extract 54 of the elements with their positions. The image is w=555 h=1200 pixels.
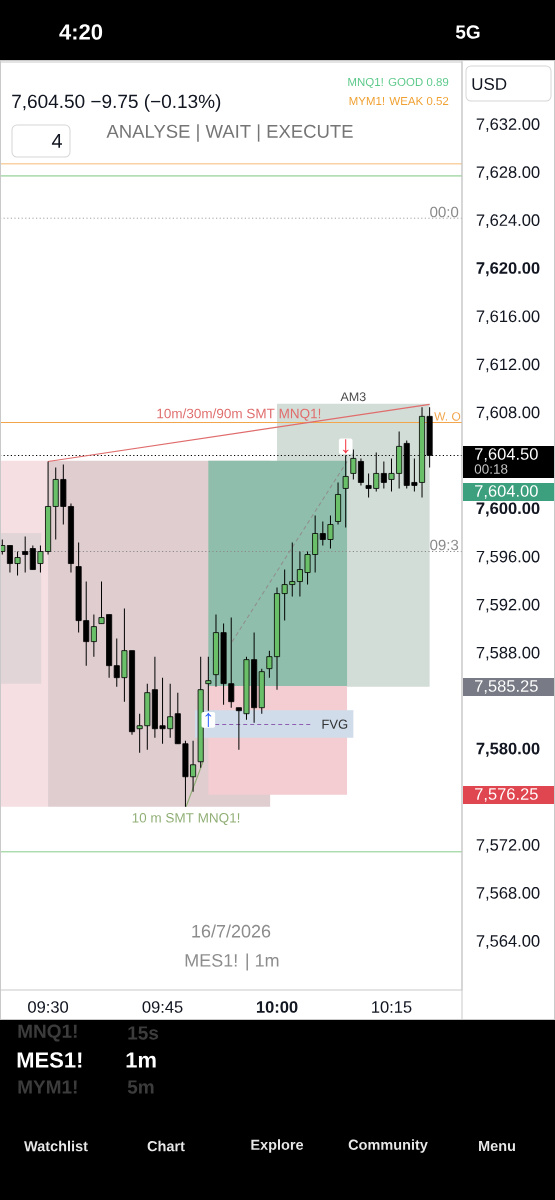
text: Watchlist [24, 1140, 88, 1152]
annotation: 09:3 [430, 539, 459, 551]
y-tick-label: 7,592.00 [476, 598, 540, 613]
series-label: FVG [322, 719, 348, 729]
text: 5m [127, 1080, 154, 1094]
y-tick-label: 7,620.00 [476, 262, 540, 277]
y-tick-label: 7,588.00 [476, 646, 540, 661]
text: 4:20 [59, 24, 103, 40]
text: Menu [479, 1140, 515, 1152]
series-label: 10 m SMT MNQ1! [132, 813, 240, 825]
y-tick-label: 7,596.00 [476, 550, 540, 565]
annotation: MNQ1! GOOD 0.89 [348, 77, 449, 89]
text: 00:18 [474, 464, 508, 474]
y-tick-label: 7,564.00 [476, 935, 540, 949]
annotation: MES1! | 1m [185, 953, 279, 971]
annotation: ↓ [342, 439, 349, 454]
text: 5G [455, 25, 480, 39]
y-tick-label: 7,580.00 [476, 742, 540, 757]
series-label: AM3 [340, 392, 366, 402]
y-tick-label: 7,608.00 [476, 406, 540, 421]
annotation: 00:0 [430, 206, 459, 218]
text: Community [348, 1139, 428, 1153]
text: MYM1! [18, 1080, 77, 1094]
text: MNQ1! [18, 1024, 77, 1042]
y-tick-label: 7,632.00 [476, 118, 540, 132]
ref-line-label: W. O [434, 412, 461, 421]
y-tick-label: 7,616.00 [476, 310, 540, 325]
annotation: 7,604.50 −9.75 (−0.13%) [12, 94, 221, 112]
x-tick-label: 10:00 [256, 1001, 298, 1013]
y-tick-label: 7,572.00 [476, 839, 540, 853]
text: Explore [251, 1139, 304, 1153]
text: Chart [147, 1140, 185, 1152]
x-tick-label: 10:15 [372, 1001, 412, 1013]
text: 1m [126, 1052, 156, 1068]
series-label: 10m/30m/90m SMT MNQ1! [157, 408, 321, 421]
y-tick-label: 7,568.00 [476, 887, 540, 901]
text: 7,604.50 [475, 448, 538, 462]
text: MES1! [17, 1052, 82, 1068]
x-tick-label: 09:45 [142, 1001, 183, 1013]
annotation: 16/7/2026 [192, 924, 271, 938]
x-tick-label: 09:30 [28, 1001, 69, 1013]
text: 7,585.25 [475, 680, 538, 694]
text: 7,576.25 [475, 788, 538, 802]
y-tick-label: 7,600.00 [476, 502, 540, 517]
text: USD [472, 77, 507, 91]
annotation: MYM1! WEAK 0.52 [349, 96, 449, 106]
text: 15s [128, 1026, 159, 1040]
annotation: 4 [51, 134, 62, 148]
text: ANALYSE | WAIT | EXECUTE [106, 124, 353, 142]
y-tick-label: 7,628.00 [476, 166, 540, 180]
y-tick-label: 7,612.00 [476, 358, 540, 373]
y-tick-label: 7,624.00 [476, 214, 540, 228]
annotation: ↑ [205, 712, 212, 727]
text: 7,604.00 [475, 485, 538, 499]
